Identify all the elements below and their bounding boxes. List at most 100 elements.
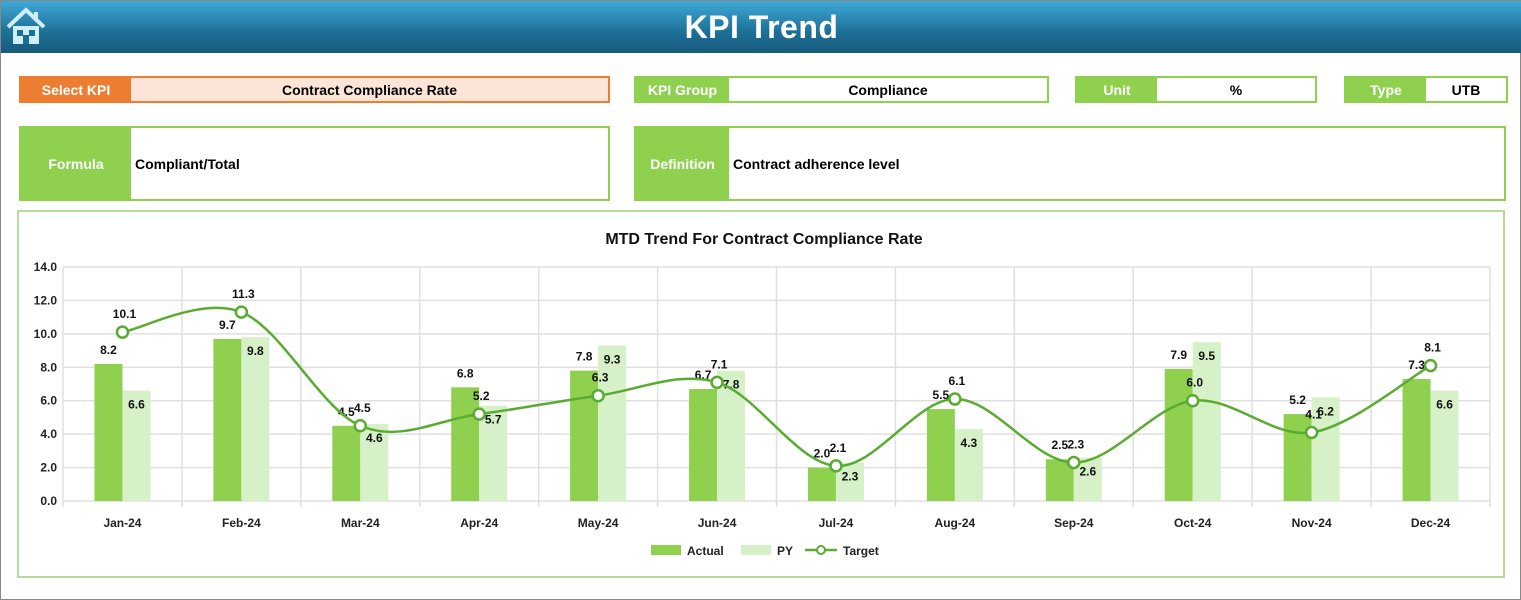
data-label-actual: 2.5 xyxy=(1051,438,1068,452)
target-point xyxy=(591,388,605,403)
bar-actual xyxy=(1402,378,1431,501)
y-tick-label: 10.0 xyxy=(34,327,58,341)
bar-actual xyxy=(1164,368,1193,501)
target-point xyxy=(1185,393,1200,408)
data-label-actual: 5.5 xyxy=(933,388,950,402)
data-label-actual: 6.8 xyxy=(457,366,474,380)
data-label-py: 6.6 xyxy=(128,398,145,412)
home-icon[interactable] xyxy=(5,5,47,47)
legend-target-marker xyxy=(816,545,826,555)
data-label-target: 4.1 xyxy=(1305,407,1322,421)
bar-actual xyxy=(213,338,242,501)
unit-field: Unit % xyxy=(1075,76,1317,103)
formula-label: Formula xyxy=(21,128,131,199)
x-tick-label: Apr-24 xyxy=(460,516,498,530)
data-label-actual: 5.2 xyxy=(1289,393,1306,407)
x-tick-label: Jun-24 xyxy=(698,516,737,530)
data-label-target: 11.3 xyxy=(232,287,255,301)
bar-py xyxy=(1192,342,1221,501)
data-label-actual: 8.2 xyxy=(100,343,117,357)
bar-py xyxy=(598,345,627,501)
data-label-py: 2.6 xyxy=(1079,465,1096,479)
bar-py xyxy=(479,405,508,501)
target-point xyxy=(948,392,962,406)
target-point xyxy=(1067,455,1081,470)
data-label-py: 4.6 xyxy=(366,431,383,445)
bar-py xyxy=(717,370,746,501)
x-tick-label: Dec-24 xyxy=(1411,516,1451,530)
bar-py xyxy=(241,337,270,501)
type-field: Type UTB xyxy=(1344,76,1508,103)
x-tick-label: Oct-24 xyxy=(1174,516,1212,530)
target-point xyxy=(353,419,368,433)
select-kpi-field[interactable]: Select KPI Contract Compliance Rate xyxy=(19,76,610,103)
bar-actual xyxy=(689,389,718,501)
data-label-py: 4.3 xyxy=(961,436,978,450)
data-label-actual: 2.0 xyxy=(814,447,831,461)
y-tick-label: 14.0 xyxy=(34,260,58,274)
bar-py xyxy=(1311,397,1340,501)
data-label-actual: 7.8 xyxy=(576,350,593,364)
bar-py xyxy=(360,424,389,501)
data-label-target: 2.3 xyxy=(1067,438,1084,452)
select-kpi-label: Select KPI xyxy=(21,78,131,101)
data-label-py: 9.8 xyxy=(247,344,264,358)
bar-actual xyxy=(1283,414,1312,501)
target-point xyxy=(1423,358,1438,373)
select-kpi-value[interactable]: Contract Compliance Rate xyxy=(281,81,458,98)
data-label-actual: 7.3 xyxy=(1408,358,1425,372)
y-tick-label: 0.0 xyxy=(40,494,57,508)
formula-value: Compliant/Total xyxy=(135,155,240,172)
y-tick-label: 6.0 xyxy=(40,394,57,408)
definition-label: Definition xyxy=(636,128,729,199)
definition-field: Definition Contract adherence level xyxy=(634,126,1506,201)
bar-actual xyxy=(926,409,955,501)
data-label-actual: 7.9 xyxy=(1170,348,1187,362)
x-tick-label: Mar-24 xyxy=(341,516,380,530)
bar-actual xyxy=(570,370,599,501)
legend-target-label: Target xyxy=(843,544,879,558)
data-label-py: 6.2 xyxy=(1317,404,1334,418)
x-tick-label: Aug-24 xyxy=(935,516,976,530)
bar-actual xyxy=(94,363,123,501)
definition-value: Contract adherence level xyxy=(733,155,900,172)
data-label-py: 7.8 xyxy=(723,378,740,392)
x-tick-label: Nov-24 xyxy=(1292,516,1332,530)
data-label-target: 10.1 xyxy=(113,307,137,321)
y-tick-label: 2.0 xyxy=(40,461,57,475)
data-label-target: 8.1 xyxy=(1424,341,1441,355)
target-point xyxy=(1304,425,1319,440)
target-point xyxy=(829,459,843,473)
formula-field: Formula Compliant/Total xyxy=(19,126,610,201)
y-tick-label: 8.0 xyxy=(40,360,57,374)
x-tick-label: Jul-24 xyxy=(819,516,854,530)
data-label-py: 2.3 xyxy=(842,470,859,484)
data-label-actual: 9.7 xyxy=(219,318,236,332)
chart-svg: MTD Trend For Contract Compliance Rate 0… xyxy=(34,231,1491,558)
kpi-trend-chart: MTD Trend For Contract Compliance Rate 0… xyxy=(17,210,1505,578)
type-label: Type xyxy=(1346,78,1426,101)
data-label-py: 9.5 xyxy=(1198,349,1215,363)
target-point xyxy=(234,305,249,319)
bar-py xyxy=(954,429,983,501)
data-label-target: 6.0 xyxy=(1186,376,1203,390)
data-label-target: 4.5 xyxy=(354,401,371,415)
kpi-group-label: KPI Group xyxy=(636,78,729,101)
bar-py xyxy=(1430,390,1459,501)
bar-py xyxy=(122,390,151,501)
data-label-target: 6.1 xyxy=(949,374,966,388)
y-tick-label: 4.0 xyxy=(40,427,57,441)
legend-actual-label: Actual xyxy=(687,544,724,558)
data-label-py: 6.6 xyxy=(1436,398,1453,412)
y-tick-label: 12.0 xyxy=(34,293,58,307)
legend-actual-swatch xyxy=(651,545,681,555)
x-tick-label: Sep-24 xyxy=(1054,516,1094,530)
x-tick-label: May-24 xyxy=(578,516,619,530)
x-tick-label: Jan-24 xyxy=(103,516,141,530)
bar-actual xyxy=(332,425,361,501)
data-label-target: 5.2 xyxy=(473,389,490,403)
x-tick-label: Feb-24 xyxy=(222,516,261,530)
bar-actual xyxy=(451,387,480,501)
legend-py-swatch xyxy=(741,545,771,555)
page-title: KPI Trend xyxy=(684,8,839,45)
